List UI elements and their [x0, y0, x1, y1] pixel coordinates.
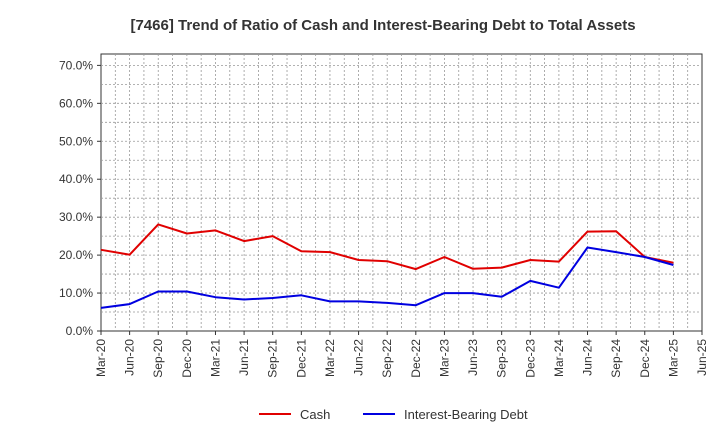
x-tick-label: Jun-20	[123, 339, 137, 376]
y-tick-label: 60.0%	[59, 96, 93, 110]
series-line-interest-bearing-debt	[100, 246, 674, 309]
y-tick-label: 30.0%	[59, 210, 93, 224]
grid-lines	[101, 54, 702, 331]
x-tick-label: Mar-23	[437, 339, 451, 377]
x-tick-label: Sep-22	[380, 339, 394, 378]
x-tick-label: Sep-24	[609, 339, 623, 378]
x-tick-label: Jun-25	[695, 339, 709, 376]
x-tick-label: Mar-22	[323, 339, 337, 377]
x-tick-label: Jun-21	[237, 339, 251, 376]
x-tick-label: Mar-20	[94, 339, 108, 377]
x-tick-label: Jun-24	[581, 339, 595, 376]
plot-area	[100, 53, 703, 332]
x-tick-label: Dec-20	[180, 339, 194, 378]
series-line-cash	[100, 223, 674, 271]
x-tick-label: Jun-22	[352, 339, 366, 376]
legend: Cash Interest-Bearing Debt	[259, 407, 528, 422]
x-tick-label: Jun-23	[466, 339, 480, 376]
legend-label: Interest-Bearing Debt	[404, 407, 528, 422]
x-tick-label: Mar-21	[208, 339, 222, 377]
x-tick-label: Sep-21	[266, 339, 280, 378]
y-tick-label: 0.0%	[66, 324, 94, 338]
y-tick-label: 10.0%	[59, 286, 93, 300]
y-tick-label: 20.0%	[59, 248, 93, 262]
x-tick-label: Sep-20	[151, 339, 165, 378]
series-lines	[100, 223, 674, 309]
x-tick-label: Mar-24	[552, 339, 566, 377]
x-tick-label: Sep-23	[495, 339, 509, 378]
x-tick-label: Dec-22	[409, 339, 423, 378]
y-axis: 0.0% 10.0% 20.0% 30.0% 40.0% 50.0% 60.0% 70.0%	[59, 58, 101, 338]
x-tick-label: Dec-21	[294, 339, 308, 378]
y-tick-label: 50.0%	[59, 134, 93, 148]
y-tick-label: 70.0%	[59, 58, 93, 72]
legend-label: Cash	[300, 407, 330, 422]
x-tick-label: Dec-24	[638, 339, 652, 378]
chart-title: [7466] Trend of Ratio of Cash and Intere…	[130, 17, 635, 34]
x-axis: Mar-20 Jun-20 Sep-20 Dec-20 Mar-21 Jun-21 Sep-…	[94, 331, 709, 378]
x-tick-label: Mar-25	[666, 339, 680, 377]
y-tick-label: 40.0%	[59, 172, 93, 186]
x-tick-label: Dec-23	[523, 339, 537, 378]
